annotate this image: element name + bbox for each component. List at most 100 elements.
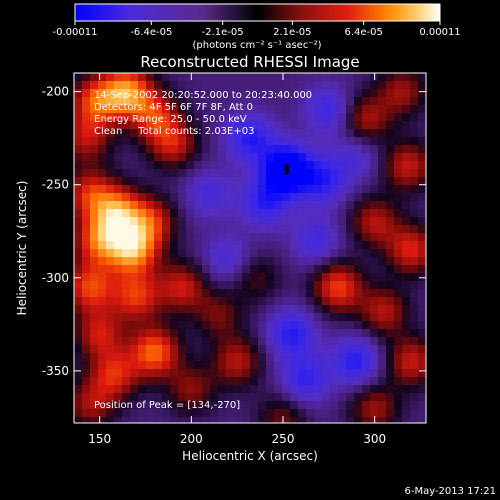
- heatmap-cell: [362, 361, 371, 370]
- heatmap-cell: [322, 369, 331, 378]
- heatmap-cell: [170, 265, 179, 274]
- heatmap-cell: [410, 369, 419, 378]
- heatmap-cell: [330, 401, 339, 410]
- heatmap-cell: [258, 417, 267, 423]
- heatmap-cell: [290, 225, 299, 234]
- heatmap-cell: [354, 121, 363, 130]
- heatmap-cell: [130, 385, 139, 394]
- heatmap-cell: [346, 169, 355, 178]
- heatmap-cell: [362, 89, 371, 98]
- heatmap-cell: [114, 81, 123, 90]
- heatmap-cell: [194, 385, 203, 394]
- heatmap-cell: [234, 217, 243, 226]
- heatmap-cell: [234, 129, 243, 138]
- heatmap-cell: [194, 145, 203, 154]
- heatmap-cell: [186, 201, 195, 210]
- heatmap-cell: [354, 289, 363, 298]
- heatmap-cell: [338, 121, 347, 130]
- heatmap-cell: [82, 121, 91, 130]
- heatmap-cell: [162, 113, 171, 122]
- heatmap-cell: [330, 105, 339, 114]
- heatmap-cell: [90, 249, 99, 258]
- heatmap-cell: [298, 361, 307, 370]
- heatmap-cell: [362, 113, 371, 122]
- heatmap-cell: [82, 329, 91, 338]
- heatmap-cell: [394, 385, 403, 394]
- heatmap-cell: [418, 249, 426, 258]
- heatmap-cell: [298, 321, 307, 330]
- heatmap-cell: [274, 393, 283, 402]
- heatmap-cell: [234, 385, 243, 394]
- heatmap-cell: [106, 273, 115, 282]
- colorbar-tick-label: 6.4e-05: [344, 27, 382, 38]
- heatmap-cell: [170, 105, 179, 114]
- heatmap-cell: [322, 401, 331, 410]
- heatmap-cell: [122, 377, 131, 386]
- heatmap-cell: [378, 97, 387, 106]
- heatmap-cell: [194, 281, 203, 290]
- heatmap-cell: [202, 337, 211, 346]
- heatmap-cell: [242, 209, 251, 218]
- heatmap-cell: [290, 145, 299, 154]
- heatmap-cell: [298, 169, 307, 178]
- heatmap-cell: [402, 417, 411, 423]
- heatmap-cell: [114, 193, 123, 202]
- heatmap-cell: [418, 145, 426, 154]
- heatmap-cell: [106, 417, 115, 423]
- heatmap-cell: [234, 297, 243, 306]
- heatmap-cell: [402, 137, 411, 146]
- heatmap-cell: [98, 385, 107, 394]
- heatmap-cell: [138, 393, 147, 402]
- heatmap-cell: [170, 353, 179, 362]
- heatmap-cell: [106, 409, 115, 418]
- heatmap-cell: [274, 193, 283, 202]
- heatmap-cell: [154, 161, 163, 170]
- heatmap-cell: [362, 409, 371, 418]
- heatmap-cell: [410, 89, 419, 98]
- heatmap-cell: [138, 417, 147, 423]
- heatmap-cell: [306, 313, 315, 322]
- heatmap-cell: [266, 129, 275, 138]
- heatmap-cell: [386, 265, 395, 274]
- heatmap-cell: [138, 369, 147, 378]
- heatmap-cell: [122, 217, 131, 226]
- heatmap-cell: [242, 81, 251, 90]
- heatmap-cell: [298, 257, 307, 266]
- heatmap-cell: [338, 257, 347, 266]
- heatmap-cell: [298, 329, 307, 338]
- heatmap-cell: [306, 185, 315, 194]
- heatmap-cell: [146, 161, 155, 170]
- heatmap-cell: [410, 161, 419, 170]
- heatmap-cell: [210, 401, 219, 410]
- heatmap-cell: [266, 209, 275, 218]
- heatmap-cell: [346, 241, 355, 250]
- heatmap-cell: [362, 153, 371, 162]
- heatmap-cell: [82, 89, 91, 98]
- heatmap-cell: [106, 113, 115, 122]
- heatmap-cell: [138, 193, 147, 202]
- heatmap-cell: [154, 265, 163, 274]
- heatmap-cell: [130, 361, 139, 370]
- heatmap-cell: [202, 161, 211, 170]
- heatmap-cell: [250, 177, 259, 186]
- heatmap-cell: [370, 329, 379, 338]
- heatmap-cell: [298, 249, 307, 258]
- heatmap-cell: [210, 329, 219, 338]
- heatmap-cell: [130, 161, 139, 170]
- heatmap-cell: [162, 145, 171, 154]
- heatmap-cell: [162, 353, 171, 362]
- heatmap-cell: [370, 113, 379, 122]
- heatmap-cell: [354, 177, 363, 186]
- heatmap-cell: [162, 265, 171, 274]
- heatmap-cell: [274, 89, 283, 98]
- heatmap-cell: [330, 305, 339, 314]
- heatmap-cell: [410, 273, 419, 282]
- heatmap-cell: [226, 265, 235, 274]
- heatmap-cell: [138, 313, 147, 322]
- heatmap-cell: [194, 105, 203, 114]
- heatmap-cell: [242, 185, 251, 194]
- heatmap-cell: [266, 265, 275, 274]
- heatmap-cell: [322, 177, 331, 186]
- heatmap-cell: [362, 377, 371, 386]
- heatmap-cell: [74, 97, 83, 106]
